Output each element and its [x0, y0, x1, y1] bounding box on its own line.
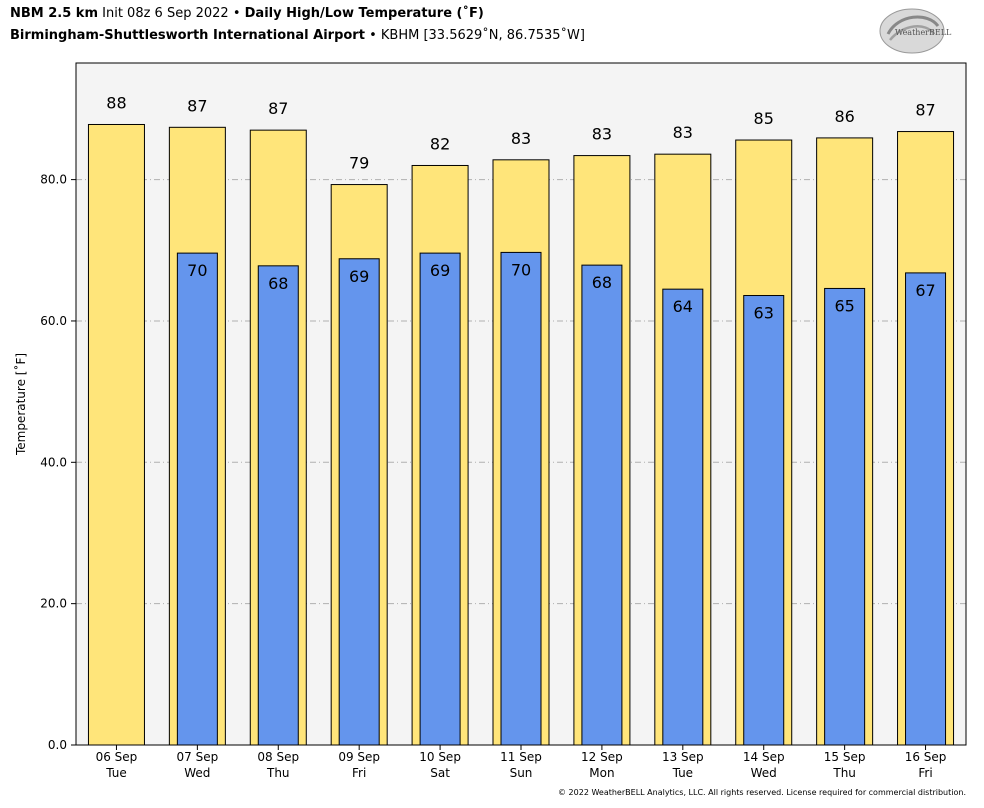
y-axis-label: Temperature [˚F] — [13, 353, 28, 456]
x-tick-day: Wed — [184, 766, 210, 780]
low-temp-bar — [176, 252, 218, 746]
high-temp-label: 79 — [349, 154, 369, 173]
high-temp-label: 85 — [754, 109, 774, 128]
low-temp-bar — [743, 295, 785, 746]
x-tick-day: Tue — [105, 766, 127, 780]
low-temp-label: 63 — [754, 304, 774, 323]
x-tick-day: Thu — [266, 766, 290, 780]
x-tick-date: 09 Sep — [338, 750, 380, 764]
plot-frame — [75, 62, 967, 746]
bullet-separator: • — [232, 6, 241, 21]
low-temp-bar — [662, 288, 704, 746]
low-temp-bar — [419, 252, 461, 746]
x-tick-day: Sun — [510, 766, 533, 780]
x-tick-day: Thu — [832, 766, 856, 780]
bullet-separator: • — [369, 28, 377, 43]
x-tick-date: 12 Sep — [581, 750, 623, 764]
x-tick-day: Tue — [672, 766, 694, 780]
product-title: Daily High/Low Temperature (˚F) — [244, 6, 484, 21]
x-tick-date: 06 Sep — [96, 750, 138, 764]
low-temp-label: 70 — [511, 260, 531, 279]
header-line-1: NBM 2.5 km Init 08z 6 Sep 2022 • Daily H… — [10, 6, 484, 21]
low-temp-label: 64 — [673, 297, 693, 316]
x-tick-date: 13 Sep — [662, 750, 704, 764]
high-temp-label: 87 — [187, 96, 207, 115]
low-temp-label: 68 — [268, 274, 288, 293]
x-tick-date: 16 Sep — [905, 750, 947, 764]
low-temp-label: 68 — [592, 273, 612, 292]
init-time: Init 08z 6 Sep 2022 — [102, 6, 229, 21]
model-name: NBM 2.5 km — [10, 6, 98, 21]
y-tick-label: 0.0 — [48, 738, 67, 752]
x-tick-day: Sat — [430, 766, 450, 780]
weatherbell-logo: WeatherBELL — [879, 8, 952, 54]
x-tick-day: Fri — [352, 766, 366, 780]
x-tick-day: Fri — [918, 766, 932, 780]
low-temp-bar — [338, 258, 380, 746]
x-tick-date: 11 Sep — [500, 750, 542, 764]
x-tick-date: 15 Sep — [824, 750, 866, 764]
y-tick-label: 40.0 — [40, 455, 67, 469]
low-temp-bar — [905, 272, 947, 746]
high-temp-bar — [87, 123, 145, 746]
low-temp-bar — [824, 287, 866, 746]
y-tick-label: 20.0 — [40, 597, 67, 611]
x-tick-day: Wed — [751, 766, 777, 780]
high-temp-label: 87 — [915, 101, 935, 120]
high-temp-label: 86 — [834, 107, 854, 126]
low-temp-label: 69 — [349, 267, 369, 286]
high-temp-label: 88 — [106, 93, 126, 112]
copyright-notice: © 2022 WeatherBELL Analytics, LLC. All r… — [558, 788, 966, 797]
high-temp-label: 83 — [592, 125, 612, 144]
x-tick-date: 08 Sep — [257, 750, 299, 764]
low-temp-label: 65 — [834, 296, 854, 315]
x-tick-date: 07 Sep — [177, 750, 219, 764]
x-tick-day: Mon — [589, 766, 614, 780]
high-temp-label: 87 — [268, 99, 288, 118]
low-temp-bar — [500, 251, 542, 746]
x-tick-date: 10 Sep — [419, 750, 461, 764]
low-temp-label: 69 — [430, 261, 450, 280]
logo-text: WeatherBELL — [895, 28, 952, 37]
high-temp-label: 82 — [430, 134, 450, 153]
high-temp-label: 83 — [511, 129, 531, 148]
low-temp-bar — [257, 265, 299, 746]
high-temp-label: 83 — [673, 123, 693, 142]
x-tick-date: 14 Sep — [743, 750, 785, 764]
station-name: Birmingham-Shuttlesworth International A… — [10, 28, 365, 43]
y-tick-label: 80.0 — [40, 173, 67, 187]
low-temp-label: 70 — [187, 261, 207, 280]
low-temp-label: 67 — [915, 281, 935, 300]
y-tick-label: 60.0 — [40, 314, 67, 328]
low-temp-bar — [581, 264, 623, 746]
station-info: KBHM [33.5629˚N, 86.7535˚W] — [380, 28, 585, 43]
header-line-2: Birmingham-Shuttlesworth International A… — [10, 28, 585, 43]
